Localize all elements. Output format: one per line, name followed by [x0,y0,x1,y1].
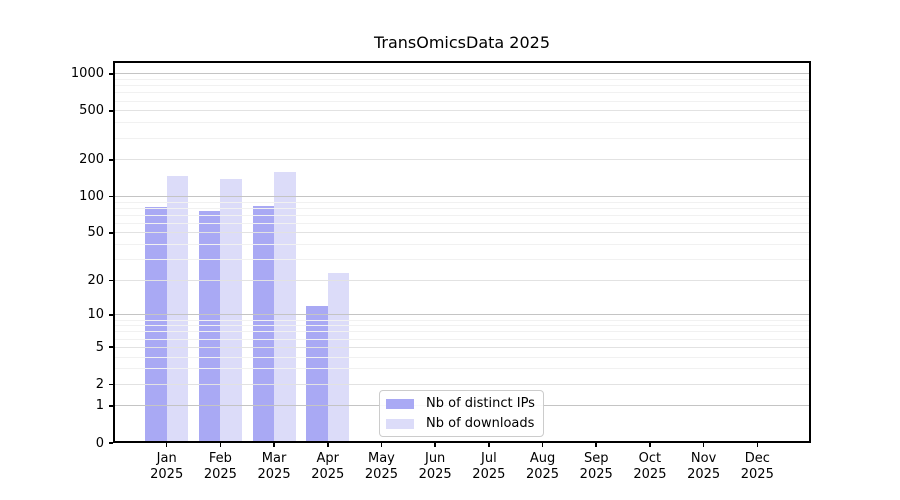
legend-item-distinct-ips: Nb of distinct IPs [386,396,543,411]
gridline-200 [113,159,811,161]
gridline-70 [113,214,811,216]
gridline-8 [113,325,811,327]
y-tick-mark-50 [109,232,113,234]
bar-ips-apr [306,305,328,443]
gridline-2 [113,383,811,385]
x-axis: Jan 2025 Feb 2025 Mar 2025 Apr 2025 May 2025… [113,443,811,500]
legend-swatch-downloads [386,418,414,429]
x-tick-mark-nov [702,443,705,447]
x-tick-label-dec: Dec 2025 [740,451,774,482]
gridline-90 [113,201,811,203]
y-axis: 0 1 2 5 10 20 50 100 200 500 1000 [0,61,113,451]
y-tick-mark-1000 [109,73,113,75]
gridline-50 [113,232,811,234]
bar-ips-feb [198,210,221,443]
bar-downloads-apr [327,273,350,443]
gridline-40 [113,244,811,246]
y-tick-mark-200 [109,158,113,161]
bar-downloads-mar [274,171,296,443]
legend-label-distinct-ips: Nb of distinct IPs [426,396,535,411]
legend-item-downloads: Nb of downloads [386,416,543,431]
x-tick-mark-oct [649,443,651,447]
gridline-4 [113,356,811,358]
x-tick-label-jun: Jun 2025 [418,451,452,482]
x-tick-mark-sep [595,443,598,447]
gridline-600 [113,100,811,102]
gridline-9 [113,319,811,321]
y-tick-label-2: 2 [95,376,104,392]
gridline-80 [113,207,811,209]
y-tick-label-1: 1 [95,398,104,414]
x-tick-mark-jun [434,443,436,447]
y-tick-label-0: 0 [95,435,104,451]
x-tick-label-sep: Sep 2025 [579,451,613,482]
legend: Nb of distinct IPs Nb of downloads [379,390,544,437]
x-tick-mark-aug [541,443,544,447]
y-tick-mark-500 [109,110,113,112]
gridline-6 [113,338,811,340]
bar-downloads-feb [220,178,242,443]
gridline-20 [113,279,811,281]
gridline-1000 [113,73,811,75]
x-tick-label-nov: Nov 2025 [687,451,721,482]
y-tick-mark-2 [109,383,113,386]
x-tick-mark-may [380,443,383,447]
x-tick-label-oct: Oct 2025 [633,451,667,482]
y-tick-mark-100 [109,195,113,198]
y-tick-label-50: 50 [87,225,104,241]
bar-ips-mar [252,205,275,443]
x-tick-label-feb: Feb 2025 [203,451,237,482]
x-tick-mark-mar [273,443,275,447]
gridline-800 [113,85,811,87]
y-tick-mark-5 [109,346,113,349]
gridline-30 [113,259,811,261]
gridline-10 [113,314,811,316]
legend-swatch-distinct-ips [386,398,414,409]
x-tick-label-jul: Jul 2025 [472,451,506,482]
x-tick-mark-dec [756,443,759,447]
y-tick-mark-10 [109,314,113,316]
y-tick-label-1000: 1000 [70,66,104,82]
x-tick-mark-apr [326,443,329,447]
y-tick-mark-20 [109,279,113,282]
chart-title: TransOmicsData 2025 [373,33,551,52]
x-tick-mark-jul [488,443,490,447]
gridline-700 [113,92,811,94]
gridline-3 [113,368,811,370]
legend-label-downloads: Nb of downloads [426,416,535,431]
y-tick-label-500: 500 [79,103,104,119]
gridline-5 [113,346,811,348]
y-tick-label-10: 10 [87,307,104,323]
y-tick-mark-1 [109,405,113,407]
gridline-60 [113,222,811,224]
gridline-900 [113,79,811,81]
x-tick-mark-jan [165,443,168,447]
x-tick-label-apr: Apr 2025 [311,451,345,482]
bar-downloads-jan [166,176,189,443]
gridline-500 [113,110,811,112]
gridline-400 [113,122,811,124]
x-tick-mark-feb [219,443,222,447]
plot-area [113,61,811,443]
gridline-7 [113,331,811,333]
y-tick-mark-0 [109,442,113,444]
y-tick-label-20: 20 [87,272,104,288]
x-tick-label-may: May 2025 [364,451,398,482]
x-tick-label-aug: Aug 2025 [525,451,560,482]
gridline-300 [113,137,811,139]
y-tick-label-200: 200 [79,152,104,168]
x-tick-label-jan: Jan 2025 [150,451,184,482]
gridline-100 [113,195,811,197]
x-tick-label-mar: Mar 2025 [257,451,291,482]
y-tick-label-5: 5 [95,339,104,355]
y-tick-label-100: 100 [79,188,104,204]
